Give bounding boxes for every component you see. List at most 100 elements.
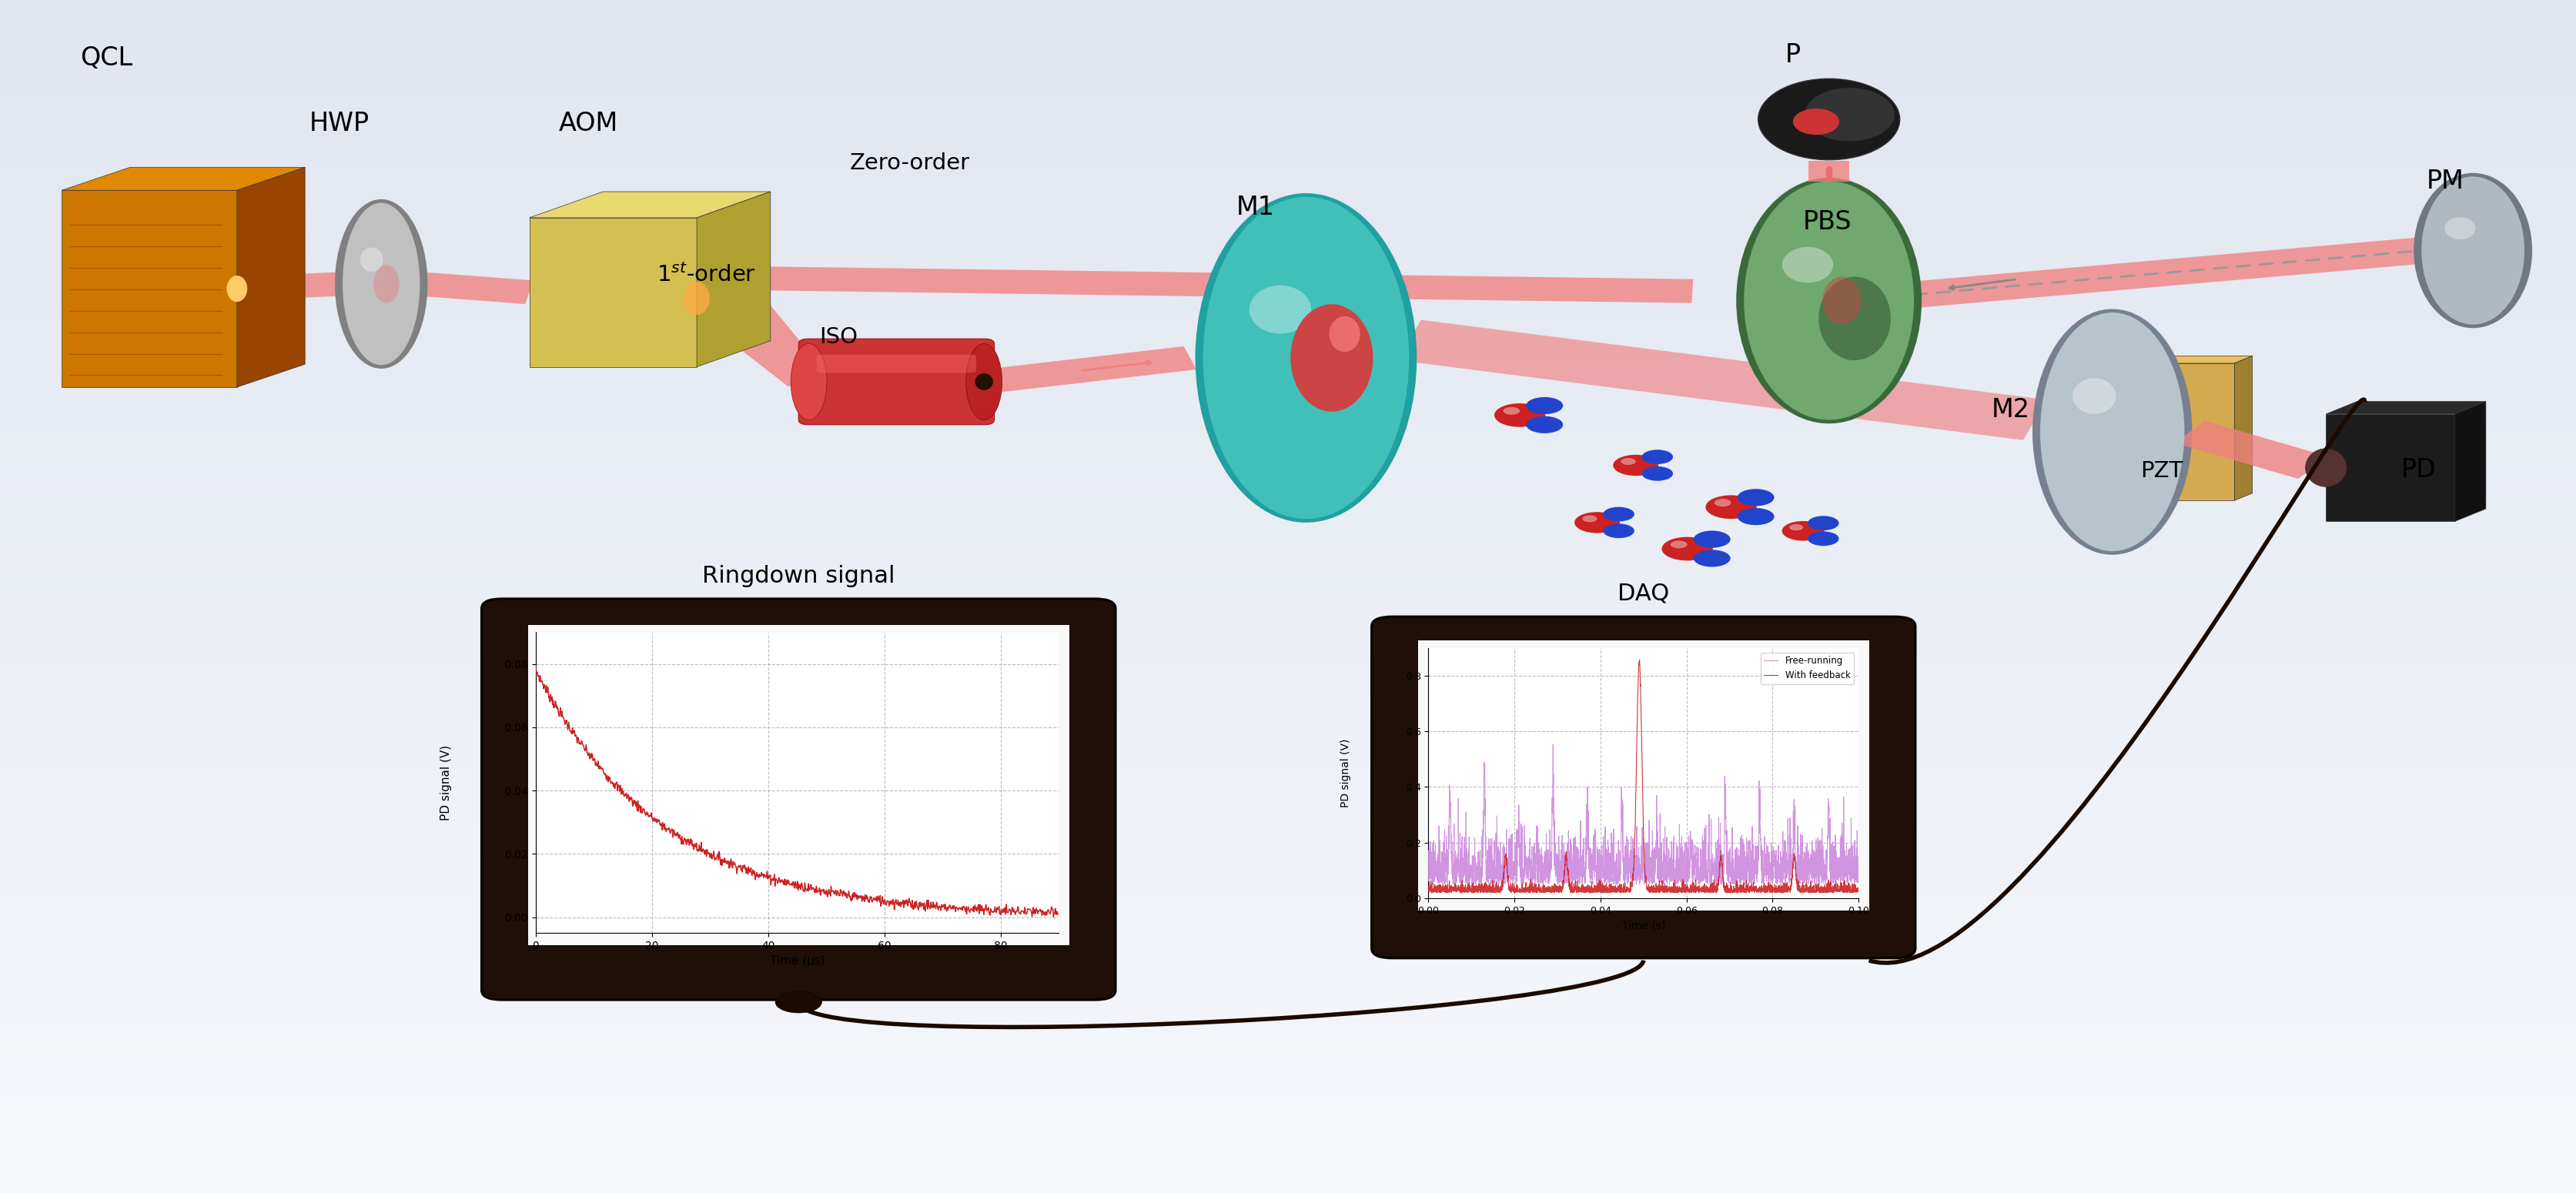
- Text: AOM: AOM: [559, 111, 618, 137]
- Bar: [0, 1104, 2576, 1109]
- Bar: [0, 280, 2576, 286]
- Text: QCL: QCL: [80, 45, 131, 72]
- Bar: [0, 227, 2576, 233]
- Polygon shape: [234, 272, 345, 301]
- Bar: [0, 137, 2576, 143]
- Bar: [0, 1092, 2576, 1098]
- Bar: [0, 919, 2576, 925]
- Bar: [0, 161, 2576, 167]
- Bar: [0, 131, 2576, 137]
- Bar: [0, 1080, 2576, 1086]
- Bar: [0, 525, 2576, 531]
- Bar: [0, 119, 2576, 125]
- Free-running: [1538, 737, 1569, 752]
- Bar: [0, 203, 2576, 209]
- Bar: [0, 602, 2576, 608]
- Free-running: [1412, 866, 1443, 880]
- Bar: [0, 388, 2576, 394]
- Bar: [0, 579, 2576, 585]
- Bar: [0, 799, 2576, 805]
- Bar: [0, 805, 2576, 811]
- Free-running: [1844, 873, 1875, 888]
- Bar: [0, 95, 2576, 101]
- Polygon shape: [62, 167, 304, 190]
- Bar: [0, 937, 2576, 942]
- Bar: [0, 1014, 2576, 1020]
- Bar: [0, 638, 2576, 644]
- Bar: [0, 400, 2576, 406]
- Polygon shape: [2050, 414, 2174, 462]
- Text: PZT: PZT: [2141, 460, 2184, 482]
- Ellipse shape: [227, 276, 247, 302]
- Circle shape: [1692, 550, 1731, 567]
- Bar: [0, 435, 2576, 441]
- Bar: [0, 12, 2576, 18]
- Bar: [0, 1115, 2576, 1121]
- Ellipse shape: [2421, 177, 2524, 324]
- Circle shape: [1525, 397, 1564, 414]
- Bar: [0, 716, 2576, 722]
- Bar: [0, 817, 2576, 823]
- Circle shape: [1692, 531, 1731, 548]
- Bar: [0, 1139, 2576, 1145]
- Circle shape: [1525, 416, 1564, 433]
- X-axis label: Time (μs): Time (μs): [770, 956, 824, 968]
- Circle shape: [1504, 407, 1520, 415]
- Bar: [0, 704, 2576, 710]
- Bar: [0, 543, 2576, 549]
- FancyBboxPatch shape: [482, 599, 1115, 1000]
- Bar: [0, 262, 2576, 268]
- Circle shape: [1808, 515, 1839, 531]
- Text: Zero-order: Zero-order: [850, 153, 971, 174]
- Polygon shape: [1396, 320, 2048, 440]
- Bar: [0, 841, 2576, 847]
- Bar: [0, 632, 2576, 638]
- X-axis label: Time (s): Time (s): [1623, 920, 1664, 931]
- With feedback: [1834, 878, 1865, 892]
- Circle shape: [775, 991, 822, 1013]
- Bar: [0, 954, 2576, 960]
- Bar: [0, 1086, 2576, 1092]
- Bar: [0, 1109, 2576, 1115]
- Bar: [0, 883, 2576, 889]
- Bar: [0, 143, 2576, 149]
- Bar: [0, 310, 2576, 316]
- Bar: [0, 734, 2576, 740]
- Bar: [0, 591, 2576, 596]
- Bar: [0, 931, 2576, 937]
- Bar: [0, 191, 2576, 197]
- Bar: [0, 596, 2576, 602]
- Bar: [0, 0, 2576, 6]
- Ellipse shape: [1783, 247, 1834, 283]
- Ellipse shape: [1819, 277, 1891, 360]
- Bar: [0, 245, 2576, 251]
- Ellipse shape: [1195, 193, 1417, 523]
- Bar: [0, 859, 2576, 865]
- Bar: [0, 376, 2576, 382]
- Polygon shape: [62, 190, 237, 387]
- Bar: [0, 453, 2576, 459]
- Ellipse shape: [1803, 88, 1893, 141]
- Bar: [0, 352, 2576, 358]
- Bar: [0, 60, 2576, 66]
- Bar: [0, 179, 2576, 185]
- Text: P: P: [1785, 42, 1801, 68]
- Bar: [0, 972, 2576, 978]
- Polygon shape: [2146, 363, 2233, 501]
- Ellipse shape: [1821, 277, 1860, 324]
- Bar: [0, 78, 2576, 84]
- Ellipse shape: [1736, 178, 1922, 424]
- Bar: [0, 686, 2576, 692]
- Bar: [0, 30, 2576, 36]
- Ellipse shape: [2445, 217, 2476, 240]
- Bar: [0, 364, 2576, 370]
- Ellipse shape: [2306, 449, 2347, 487]
- Bar: [0, 775, 2576, 781]
- Text: PBS: PBS: [1803, 209, 1852, 235]
- Free-running: [1463, 872, 1494, 886]
- Bar: [0, 18, 2576, 24]
- Bar: [0, 865, 2576, 871]
- With feedback: [1597, 885, 1628, 900]
- Bar: [0, 358, 2576, 364]
- Ellipse shape: [683, 282, 708, 315]
